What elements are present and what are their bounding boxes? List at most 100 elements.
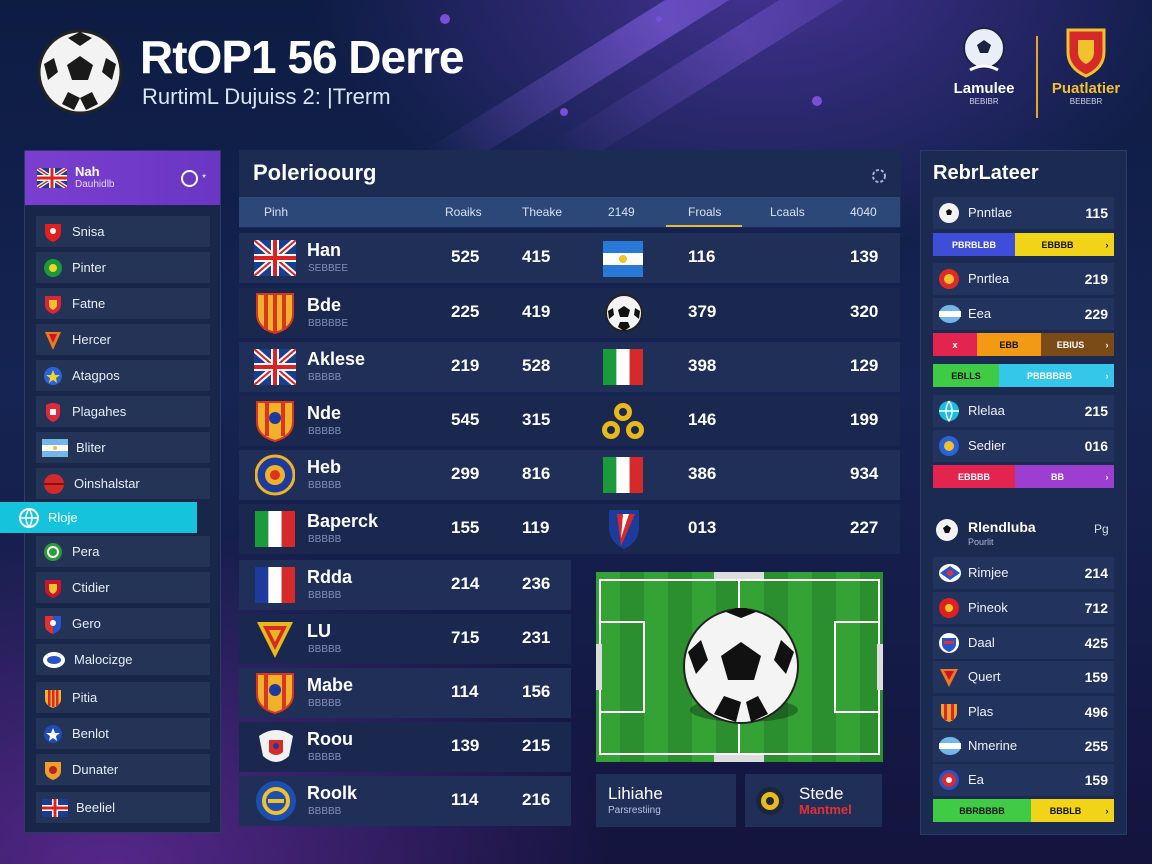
- sidebar-item-hercer[interactable]: Hercer: [36, 324, 210, 355]
- item-value: 425: [1084, 635, 1108, 651]
- sidebar-item-ctidier[interactable]: Ctidier: [36, 572, 210, 603]
- info-card-stede[interactable]: Stede Mantmel: [745, 774, 882, 827]
- column-header[interactable]: Froals: [688, 205, 722, 219]
- stat-value: 199: [850, 410, 879, 429]
- right-list-item[interactable]: Eea 229: [933, 298, 1114, 330]
- stat-value: 525: [451, 247, 480, 266]
- uk-flag-icon: [37, 168, 67, 188]
- right-list-item[interactable]: Ea 159: [933, 764, 1114, 796]
- right-list-item[interactable]: Sedier 016: [933, 430, 1114, 462]
- table-row[interactable]: Aklese BBBBB 219 528 398 129: [239, 342, 900, 392]
- uk-flag-icon: [254, 349, 296, 385]
- right-list-item[interactable]: Pnrtlea 219: [933, 263, 1114, 295]
- column-header[interactable]: 2149: [608, 205, 635, 219]
- sidebar-item-malocizge[interactable]: Malocizge: [36, 644, 210, 675]
- argentina-flag-icon: [939, 737, 961, 755]
- stat-value: 114: [451, 682, 479, 701]
- table-row[interactable]: Roou BBBBB 139 215: [239, 722, 571, 772]
- table-row[interactable]: Heb BBBBB 299 816 386 934: [239, 450, 900, 500]
- right-list-item[interactable]: Daal 425: [933, 627, 1114, 659]
- team-subtext: BBBBB: [308, 480, 342, 491]
- item-value: 016: [1084, 438, 1108, 454]
- sidebar-item-fatne[interactable]: Fatne: [36, 288, 210, 319]
- segment-bar[interactable]: EBBBB BB ›: [933, 465, 1114, 488]
- column-header[interactable]: Theake: [522, 205, 563, 219]
- blue-gold-crest-icon: [256, 781, 296, 821]
- stat-value: 225: [451, 302, 480, 321]
- card-title: Stede: [799, 784, 844, 803]
- item-value: 496: [1084, 704, 1108, 720]
- stat-value: 419: [522, 302, 551, 321]
- item-value: 115: [1085, 205, 1108, 221]
- table-row[interactable]: Bde BBBBBE 225 419 379 320: [239, 288, 900, 338]
- right-list-item[interactable]: Pnntlae 115: [933, 197, 1114, 229]
- subheader-value: Pg: [1094, 522, 1109, 536]
- segment-bar[interactable]: x EBB EBIUS ›: [933, 333, 1114, 356]
- item-label: Daal: [968, 635, 995, 650]
- sidebar-item-pera[interactable]: Pera: [36, 536, 210, 567]
- team-subtext: BBBBBE: [308, 318, 349, 329]
- sidebar-item-snisa[interactable]: Snisa: [36, 216, 210, 247]
- sidebar-item-label: Pera: [72, 544, 100, 559]
- sidebar-item-rloje[interactable]: Rloje: [0, 502, 197, 533]
- column-header[interactable]: Roaiks: [445, 205, 482, 219]
- right-list-item[interactable]: Nmerine 255: [933, 730, 1114, 762]
- stat-value: 214: [451, 574, 480, 593]
- sidebar-item-oinshalstar[interactable]: Oinshalstar: [36, 468, 210, 499]
- right-list-item[interactable]: Rimjee 214: [933, 557, 1114, 589]
- sidebar-header[interactable]: Nah Dauhidlb *: [25, 151, 220, 205]
- stat-value: 315: [522, 410, 551, 429]
- sidebar-item-atagpos[interactable]: Atagpos: [36, 360, 210, 391]
- right-list-item[interactable]: Rlelaa 215: [933, 395, 1114, 427]
- segment-bar[interactable]: EBLLS PBBBBBB ›: [933, 364, 1114, 387]
- table-row[interactable]: Roolk BBBBB 114 216: [239, 776, 571, 826]
- argentina-flag-icon: [939, 305, 961, 323]
- segment-bar[interactable]: BBRBBBB BBBLB ›: [933, 799, 1114, 822]
- blue-crest-icon: [939, 436, 959, 456]
- item-label: Sedier: [968, 438, 1006, 453]
- sidebar-item-label: Plagahes: [72, 404, 127, 419]
- sidebar-item-gero[interactable]: Gero: [36, 608, 210, 639]
- sidebar-item-bliter[interactable]: Bliter: [36, 432, 210, 463]
- sidebar-item-benlot[interactable]: Benlot: [36, 718, 210, 749]
- table-row[interactable]: Rdda BBBBB 214 236: [239, 560, 571, 610]
- team-subtext: BBBBB: [308, 590, 342, 601]
- table-row[interactable]: Baperck BBBBB 155 119 013 227: [239, 504, 900, 554]
- red-crest-icon: [939, 269, 959, 289]
- stat-value: 398: [688, 356, 717, 375]
- right-list-item[interactable]: Plas 496: [933, 696, 1114, 728]
- column-header[interactable]: 4040: [850, 205, 877, 219]
- table-row[interactable]: Nde BBBBB 545 315 146 199: [239, 396, 900, 446]
- team-name: LU: [307, 621, 331, 641]
- sidebar-item-beeliel[interactable]: Beeliel: [36, 792, 210, 823]
- team-subtext: BBBBB: [308, 644, 342, 655]
- sidebar-toggle[interactable]: *: [181, 169, 206, 187]
- sidebar-item-plagahes[interactable]: Plagahes: [36, 396, 210, 427]
- right-list-item[interactable]: Quert 159: [933, 661, 1114, 693]
- sidebar-item-label: Ctidier: [72, 580, 110, 595]
- table-row[interactable]: LU BBBBB 715 231: [239, 614, 571, 664]
- sidebar-item-pitia[interactable]: Pitia: [36, 682, 210, 713]
- item-label: Plas: [968, 704, 994, 719]
- brand-puatlatier[interactable]: Puatlatier BEBEBR: [1038, 26, 1134, 106]
- sidebar-item-dunater[interactable]: Dunater: [36, 754, 210, 785]
- right-list-item[interactable]: Pineok 712: [933, 592, 1114, 624]
- red-crest-icon: [939, 770, 959, 790]
- red-shield-icon: [45, 223, 61, 242]
- shield-crest-icon: [1066, 28, 1106, 78]
- stat-value: 299: [451, 464, 480, 483]
- table-row[interactable]: Mabe BBBBB 114 156: [239, 668, 571, 718]
- stat-value: 320: [850, 302, 879, 321]
- segment: EBB: [977, 333, 1041, 356]
- stat-value: 379: [688, 302, 717, 321]
- brand-lamulee[interactable]: Lamulee BEBIBR: [936, 26, 1032, 106]
- segment-bar[interactable]: PBRBLBB EBBBB ›: [933, 233, 1114, 256]
- column-header[interactable]: Lcaals: [770, 205, 805, 219]
- column-header[interactable]: Pinh: [264, 205, 289, 219]
- orange-crest-icon: [256, 673, 294, 714]
- table-row[interactable]: Han SEBBEE 525 415 116 139: [239, 233, 900, 283]
- sidebar-item-pinter[interactable]: Pinter: [36, 252, 210, 283]
- team-name: Heb: [307, 457, 342, 477]
- info-card-lihiahe[interactable]: Lihiahe Parsrestiing: [596, 774, 736, 827]
- refresh-icon[interactable]: [870, 167, 888, 185]
